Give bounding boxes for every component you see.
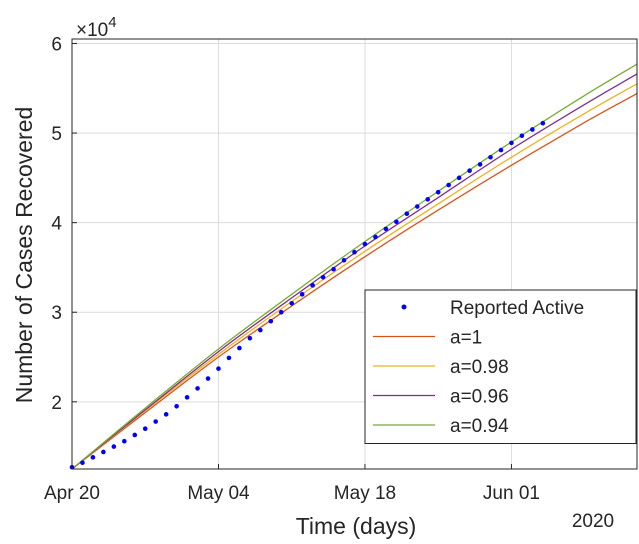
legend-label: a=0.94 [450, 416, 509, 437]
data-point [520, 133, 525, 138]
y-tick-label: 4 [51, 214, 62, 235]
data-point [342, 258, 347, 263]
data-point [91, 455, 96, 460]
data-point [394, 219, 399, 224]
data-point [258, 328, 263, 333]
data-point [541, 121, 546, 126]
data-point [216, 366, 221, 371]
data-point [206, 376, 211, 381]
data-point [153, 419, 158, 424]
y-tick-label: 5 [51, 124, 62, 145]
x-tick-label: Apr 20 [44, 483, 100, 504]
data-point [268, 319, 273, 324]
data-point [331, 267, 336, 272]
legend-label: a=1 [450, 328, 482, 349]
data-point [164, 412, 169, 417]
data-point [373, 235, 378, 240]
x-tick-label: May 04 [187, 483, 250, 504]
y-tick-label: 3 [51, 303, 62, 324]
x-tick-label: Jun 01 [483, 483, 540, 504]
data-point [279, 310, 284, 315]
data-point [195, 386, 200, 391]
data-point [405, 211, 410, 216]
data-point [478, 162, 483, 167]
data-point [425, 197, 430, 202]
data-point [174, 404, 179, 409]
year-label: 2020 [572, 511, 614, 532]
data-point [467, 168, 472, 173]
legend-label: a=0.98 [450, 357, 509, 378]
legend-label: a=0.96 [450, 387, 509, 408]
data-point [457, 176, 462, 181]
data-point [101, 450, 106, 455]
x-axis-label: Time (days) [296, 513, 417, 539]
data-point [185, 395, 190, 400]
data-point [289, 301, 294, 306]
data-point [384, 227, 389, 232]
data-point [436, 190, 441, 195]
data-point [248, 336, 253, 341]
data-point [363, 242, 368, 247]
data-point [415, 204, 420, 209]
data-point [530, 127, 535, 132]
data-point [112, 444, 117, 449]
data-point [227, 356, 232, 361]
data-point [237, 346, 242, 351]
data-point [80, 460, 85, 465]
data-point [488, 155, 493, 160]
data-point [122, 439, 127, 444]
data-point [446, 183, 451, 188]
data-point [132, 433, 137, 438]
data-point [352, 250, 357, 255]
data-point [310, 283, 315, 288]
y-tick-label: 2 [51, 393, 62, 414]
legend-swatch-marker [402, 305, 407, 310]
y-tick-label: 6 [51, 34, 62, 55]
data-point [300, 292, 305, 297]
legend: Reported Active a=1 a=0.98 a=0.96 a=0.94 [365, 290, 636, 444]
data-point [143, 426, 148, 431]
data-point [499, 148, 504, 153]
data-point [509, 141, 514, 146]
legend-label: Reported Active [450, 298, 584, 319]
y-axis-label: Number of Cases Recovered [11, 107, 37, 404]
data-point [321, 275, 326, 280]
x-tick-label: May 18 [334, 483, 396, 504]
